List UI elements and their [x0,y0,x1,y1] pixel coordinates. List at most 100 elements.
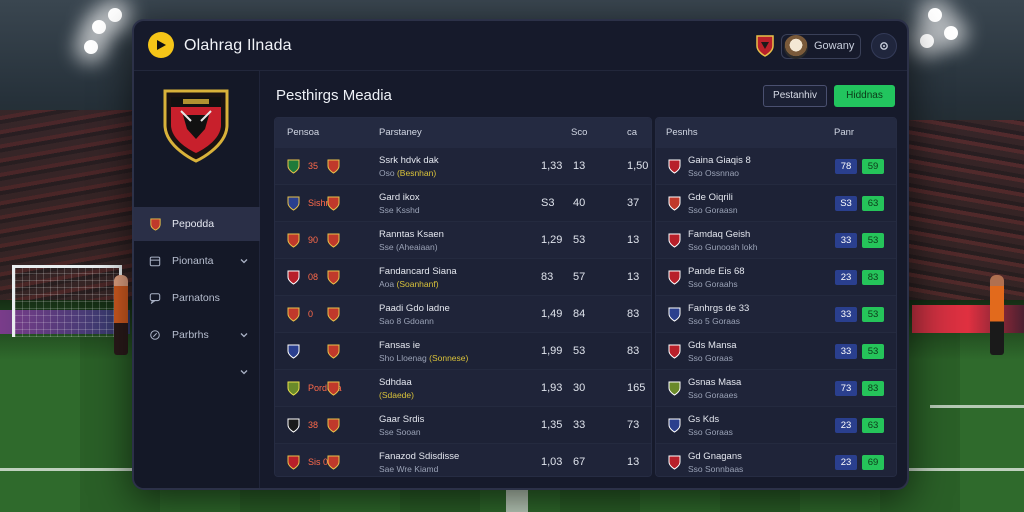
odds-value[interactable]: 13 [627,271,640,283]
odds-value[interactable]: 83 [627,308,640,320]
odds-badge[interactable]: 23 [835,455,857,470]
table-row[interactable]: 35 Ssrk hdvk dak Oso (Besnhan) 1,33 13 1,50 [275,148,651,185]
odds-badge[interactable]: 63 [862,418,884,433]
sidebar-item-parnatons[interactable]: Parnatons [134,281,260,315]
table-row[interactable]: Gds Mansa Sso Goraas 33 53 [656,333,896,370]
table-row[interactable]: Sishnis Gard ikox Sse Ksshd S3 40 37 [275,185,651,222]
match-sub-text: Sse Ksshd [379,205,420,215]
match-sub: Sao 8 Gdoann [379,316,434,326]
column-header[interactable]: Pesnhs [666,127,698,138]
match-sub-text: Aoa [379,279,395,289]
team-name: Gde Oiqrili [688,192,733,203]
odds-value[interactable]: 13 [627,456,640,468]
floodlight [108,8,122,22]
column-header[interactable]: Parstaney [379,127,422,138]
odds-badge[interactable]: 53 [862,233,884,248]
odds-value[interactable]: S3 [541,197,555,209]
odds-badge[interactable]: 78 [835,159,857,174]
team-sub: Sso Ossnnao [688,168,740,178]
odds-badge[interactable]: 23 [835,418,857,433]
table-row[interactable]: 08 Fandancard Siana Aoa (Soanhanf) 83 57 13 [275,259,651,296]
table-row[interactable]: Fansas ie Sho Lloenag (Sonnese) 1,99 53 83 [275,333,651,370]
play-logo-icon[interactable] [148,32,174,58]
table-row[interactable]: Gd Gnagans Sso Sonnbaas 23 69 [656,444,896,476]
odds-value[interactable]: 40 [573,197,586,209]
column-header[interactable]: Pensoa [287,127,320,138]
match-sub: Sae Wre Kiamd [379,464,438,474]
column-header[interactable]: ca [627,127,638,138]
chevron-down-icon[interactable] [240,256,248,264]
odds-value[interactable]: 83 [541,271,554,283]
table-row[interactable]: Gaina Giaqis 8 Sso Ossnnao 78 59 [656,148,896,185]
odds-value[interactable]: 13 [573,160,586,172]
sidebar-item-parbrhs[interactable]: Parbrhs [134,318,260,352]
club-crest-icon[interactable] [755,34,775,58]
odds-badge[interactable]: 83 [862,270,884,285]
odds-badge[interactable]: 23 [835,270,857,285]
odds-value[interactable]: 1,03 [541,456,563,468]
odds-value[interactable]: 33 [573,419,586,431]
table-row[interactable]: Pande Eis 68 Sso Goraahs 23 83 [656,259,896,296]
odds-value[interactable]: 67 [573,456,586,468]
odds-badge[interactable]: 83 [862,381,884,396]
sidebar-item-pionanta[interactable]: Pionanta [134,244,260,278]
odds-value[interactable]: 83 [627,345,640,357]
odds-value[interactable]: 53 [573,234,586,246]
odds-value[interactable]: 30 [573,382,586,394]
match-sub-text: Sho Lloenag [379,353,427,363]
odds-badge[interactable]: 73 [835,381,857,396]
player-figure-right [990,275,1004,355]
odds-badge[interactable]: 53 [862,307,884,322]
team-name: Gaina Giaqis 8 [688,155,751,166]
column-header[interactable]: Panr [834,127,855,138]
table-row[interactable]: Gs Kds Sso Goraas 23 63 [656,407,896,444]
odds-value[interactable]: 13 [627,234,640,246]
chevron-down-icon[interactable] [240,367,248,375]
table-row[interactable]: Famdaq Geish Sso Gunoosh lokh 33 53 [656,222,896,259]
user-avatar-icon[interactable] [784,35,808,59]
odds-value[interactable]: 1,33 [541,160,563,172]
table-row[interactable]: Gsnas Masa Sso Goraaes 73 83 [656,370,896,407]
secondary-button[interactable]: Pestanhiv [763,85,827,107]
odds-badge[interactable]: 33 [835,233,857,248]
pitch-line [506,490,528,512]
primary-button[interactable]: Hiddnas [834,85,895,107]
odds-value[interactable]: 84 [573,308,586,320]
odds-badge[interactable]: S3 [835,196,857,211]
sidebar-item-label: Pepodda [172,218,215,230]
odds-value[interactable]: 1,35 [541,419,563,431]
table-row[interactable]: 90 Ranntas Ksaen Sse (Aheaiaan) 1,29 53 13 [275,222,651,259]
odds-badge[interactable]: 59 [862,159,884,174]
account-select[interactable]: Gowany [781,34,861,59]
sidebar-item-pepodda[interactable]: Pepodda [134,207,260,241]
sidebar-item-label: Parbrhs [172,329,209,341]
odds-value[interactable]: 1,99 [541,345,563,357]
odds-value[interactable]: 73 [627,419,640,431]
odds-value[interactable]: 165 [627,382,646,394]
chevron-down-icon[interactable] [240,330,248,338]
table-row[interactable]: Pordeza Sdhdaa (Sdaede) 1,93 30 165 [275,370,651,407]
team-sub: Sso Goraahs [688,279,738,289]
odds-badge[interactable]: 69 [862,455,884,470]
table-row[interactable]: 38 Gaar Srdis Sse Sooan 1,35 33 73 [275,407,651,444]
team-crest-icon [668,159,681,174]
table-row[interactable]: Fanhrgs de 33 Sso 5 Goraas 33 53 [656,296,896,333]
gear-icon[interactable] [871,33,897,59]
sidebar-item-more[interactable] [134,355,260,389]
odds-badge[interactable]: 33 [835,307,857,322]
odds-value[interactable]: 37 [627,197,640,209]
odds-value[interactable]: 1,49 [541,308,563,320]
table-row[interactable]: 0 Paadi Gdo ladne Sao 8 Gdoann 1,49 84 83 [275,296,651,333]
odds-badge[interactable]: 53 [862,344,884,359]
odds-value[interactable]: 1,50 [627,160,649,172]
team-name: Gd Gnagans [688,451,742,462]
odds-badge[interactable]: 63 [862,196,884,211]
odds-value[interactable]: 1,93 [541,382,563,394]
table-row[interactable]: Gde Oiqrili Sso Goraasn S3 63 [656,185,896,222]
odds-value[interactable]: 57 [573,271,586,283]
column-header[interactable]: Sco [571,127,588,138]
odds-value[interactable]: 53 [573,345,586,357]
odds-value[interactable]: 1,29 [541,234,563,246]
odds-badge[interactable]: 33 [835,344,857,359]
table-row[interactable]: Sis 00 Fanazod Sdisdisse Sae Wre Kiamd 1,0… [275,444,651,476]
